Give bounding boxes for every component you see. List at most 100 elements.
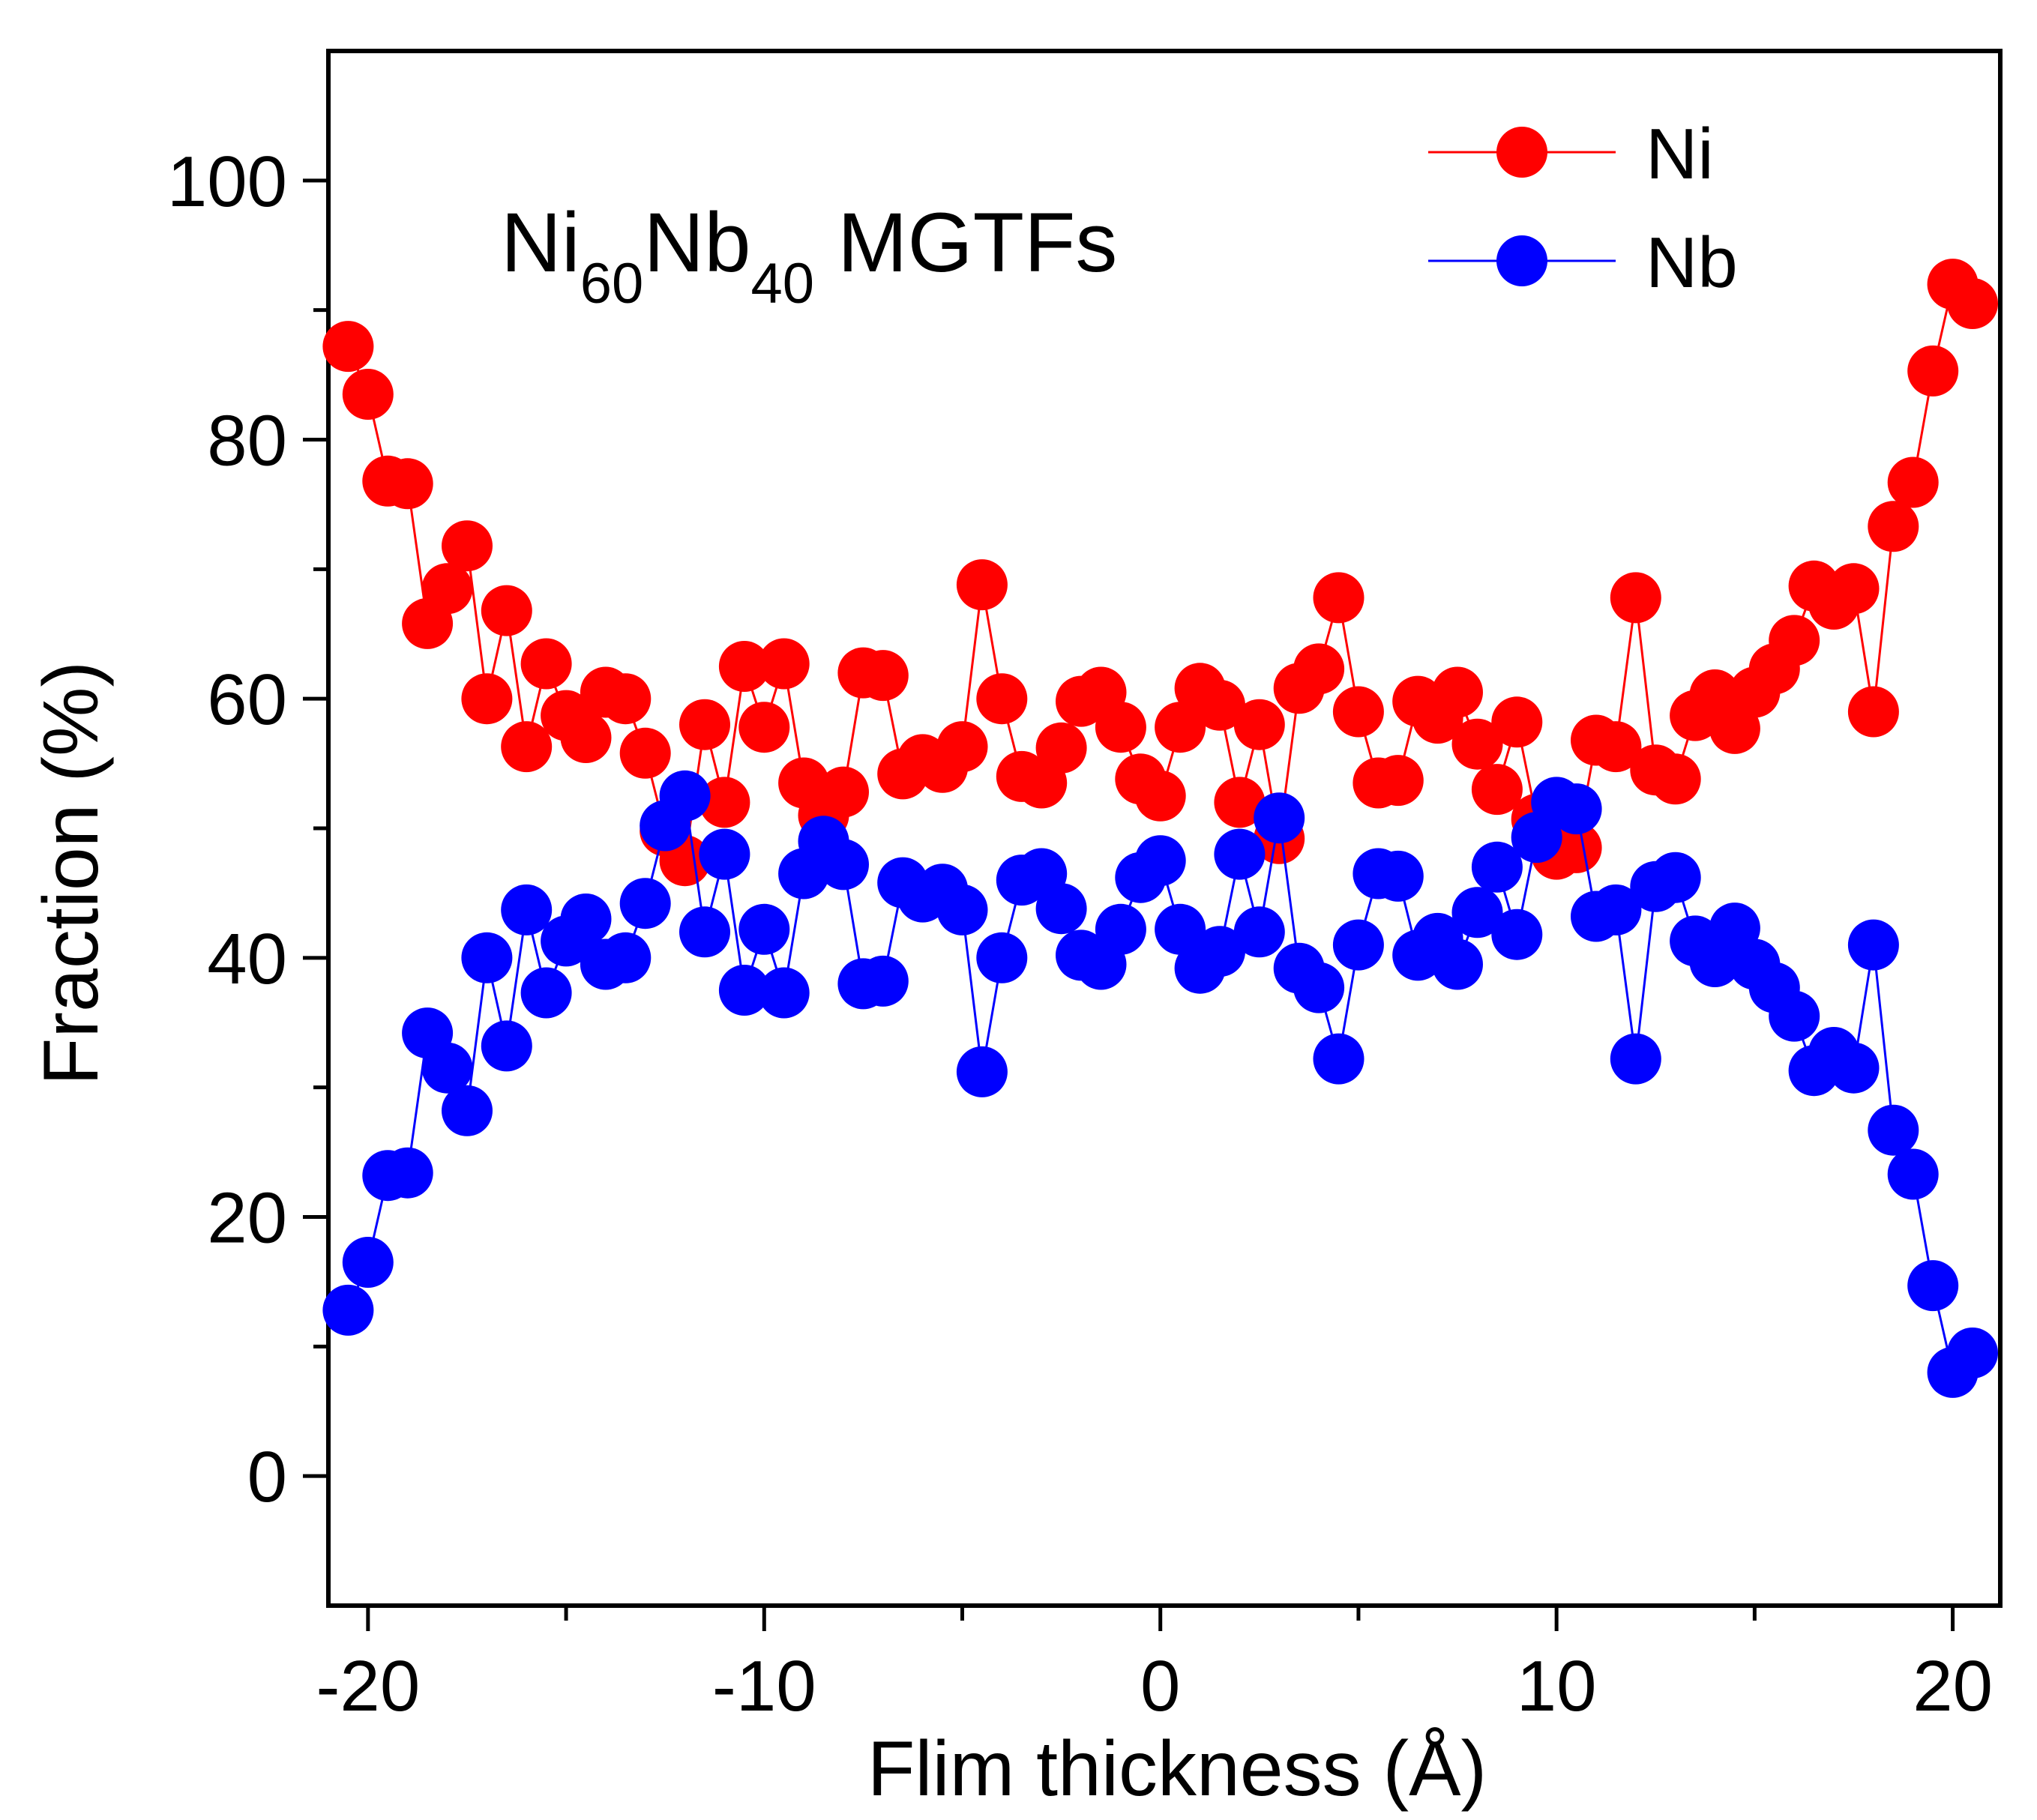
data-point-nb: [461, 932, 513, 983]
data-point-nb: [342, 1237, 394, 1288]
data-point-ni: [461, 673, 513, 725]
data-point-ni: [1332, 686, 1384, 738]
series-nb: [322, 770, 1998, 1398]
data-point-ni: [619, 727, 671, 779]
data-point-ni: [1155, 702, 1206, 753]
data-point-nb: [619, 878, 671, 929]
x-tick-label: -10: [712, 1646, 816, 1726]
data-point-nb: [382, 1147, 433, 1199]
series-layer: [322, 259, 1998, 1398]
y-tick-label: 0: [247, 1437, 287, 1517]
data-point-nb: [481, 1020, 532, 1072]
data-point-ni: [1649, 753, 1701, 805]
data-point-ni: [1550, 822, 1602, 873]
data-point-ni: [956, 559, 1008, 611]
title-suffix: MGTFs: [814, 196, 1117, 289]
data-point-ni: [1372, 755, 1424, 807]
data-point-ni: [501, 721, 553, 773]
legend-marker-ni: [1496, 127, 1547, 178]
data-point-ni: [1233, 699, 1285, 750]
data-point-nb: [1649, 852, 1701, 903]
data-point-nb: [1610, 1033, 1661, 1085]
data-point-nb: [956, 1046, 1008, 1097]
data-point-nb: [1214, 828, 1266, 880]
data-point-nb: [520, 967, 572, 1019]
chart-title: Ni60Nb40 MGTFs: [501, 196, 1117, 316]
data-point-nb: [1134, 835, 1186, 887]
data-point-ni: [1590, 721, 1642, 773]
data-point-ni: [1907, 345, 1959, 397]
data-point-nb: [1947, 1328, 1998, 1378]
x-tick-label: 10: [1517, 1646, 1597, 1726]
title-element-ni: Ni: [501, 196, 580, 289]
data-point-nb: [1095, 903, 1146, 955]
data-point-ni: [1451, 718, 1503, 770]
data-point-ni: [818, 766, 869, 818]
data-point-nb: [421, 1042, 473, 1094]
legend-label-nb: Nb: [1646, 223, 1738, 303]
data-point-nb: [1293, 962, 1345, 1013]
data-point-ni: [679, 699, 730, 750]
data-point-ni: [1214, 777, 1266, 828]
data-point-ni: [1432, 666, 1483, 718]
x-axis-title: Flim thickness (Å): [867, 1726, 1487, 1813]
data-point-nb: [1887, 1148, 1939, 1200]
data-point-ni: [1491, 696, 1543, 748]
data-point-nb: [1847, 919, 1899, 971]
data-point-ni: [738, 702, 790, 753]
series-ni: [322, 259, 1998, 887]
data-point-nb: [1194, 926, 1245, 977]
data-point-nb: [1590, 884, 1642, 935]
y-tick-label: 100: [167, 142, 287, 222]
data-point-nb: [1907, 1260, 1959, 1312]
y-axis-title: Fraction (%): [28, 661, 115, 1085]
data-point-nb: [936, 884, 988, 935]
data-point-ni: [442, 520, 493, 572]
y-tick-label: 40: [207, 919, 287, 999]
data-point-nb: [1828, 1042, 1880, 1094]
data-point-nb: [501, 884, 553, 935]
data-point-ni: [1847, 686, 1899, 738]
data-point-ni: [718, 641, 770, 692]
data-point-ni: [1194, 679, 1245, 731]
data-point-nb: [1451, 887, 1503, 938]
data-point-ni: [560, 712, 612, 763]
data-point-nb: [758, 967, 810, 1019]
data-point-ni: [1610, 572, 1661, 624]
data-point-nb: [818, 839, 869, 891]
data-point-ni: [1035, 722, 1087, 774]
data-point-nb: [600, 932, 652, 983]
data-point-nb: [1550, 783, 1602, 835]
data-point-nb: [322, 1284, 374, 1336]
axes-layer: -20 -10 0 10 20 0 20 40 60 80 100: [167, 49, 2003, 1726]
data-point-ni: [1313, 572, 1364, 624]
data-point-nb: [442, 1085, 493, 1136]
x-tick-label: 0: [1140, 1646, 1180, 1726]
data-point-nb: [1868, 1104, 1919, 1156]
data-point-nb: [659, 770, 711, 822]
data-point-ni: [1471, 764, 1523, 816]
data-point-nb: [1313, 1033, 1364, 1085]
y-tick-label: 20: [207, 1178, 287, 1259]
data-point-ni: [322, 321, 374, 373]
data-point-nb: [1233, 906, 1285, 958]
data-point-nb: [857, 955, 909, 1007]
data-point-nb: [1332, 919, 1384, 971]
data-point-ni: [520, 638, 572, 690]
data-point-ni: [699, 777, 750, 828]
data-point-ni: [382, 458, 433, 510]
data-point-ni: [421, 563, 473, 615]
data-point-nb: [1254, 792, 1305, 844]
data-point-nb: [1491, 909, 1543, 960]
data-point-ni: [758, 638, 810, 690]
data-point-ni: [1887, 456, 1939, 508]
data-point-nb: [1155, 903, 1206, 955]
data-point-nb: [1471, 841, 1523, 893]
data-point-ni: [1095, 702, 1146, 753]
data-point-ni: [857, 650, 909, 702]
data-point-ni: [1947, 278, 1998, 329]
data-point-nb: [718, 965, 770, 1016]
data-point-nb: [1372, 850, 1424, 902]
data-point-ni: [1828, 563, 1880, 615]
